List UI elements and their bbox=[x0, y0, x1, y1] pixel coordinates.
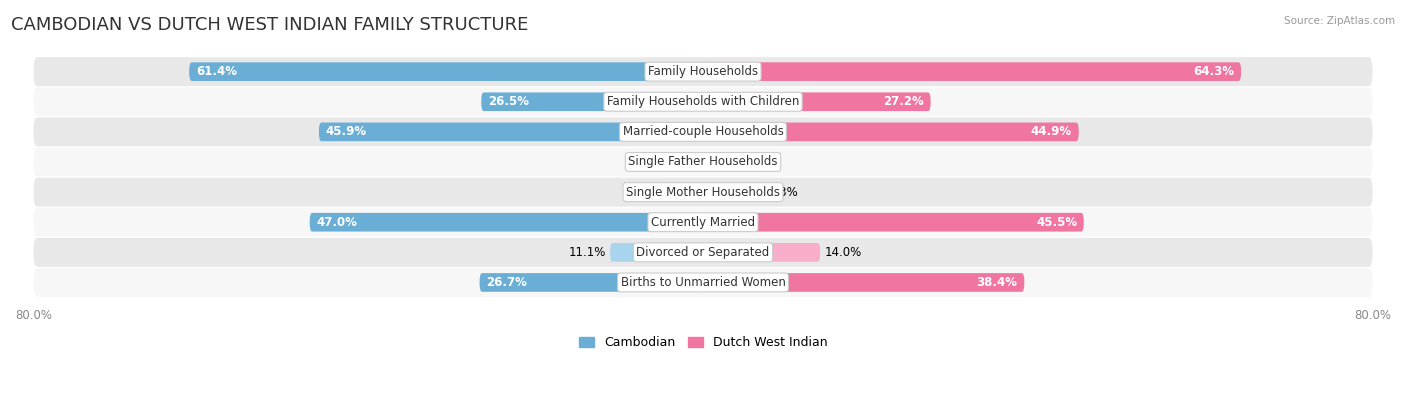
Text: CAMBODIAN VS DUTCH WEST INDIAN FAMILY STRUCTURE: CAMBODIAN VS DUTCH WEST INDIAN FAMILY ST… bbox=[11, 16, 529, 34]
FancyBboxPatch shape bbox=[703, 183, 763, 201]
Text: 47.0%: 47.0% bbox=[316, 216, 357, 229]
Text: Births to Unmarried Women: Births to Unmarried Women bbox=[620, 276, 786, 289]
Text: 14.0%: 14.0% bbox=[824, 246, 862, 259]
FancyBboxPatch shape bbox=[34, 87, 1372, 116]
Text: 27.2%: 27.2% bbox=[883, 95, 924, 108]
FancyBboxPatch shape bbox=[479, 273, 703, 292]
Text: 45.9%: 45.9% bbox=[326, 125, 367, 138]
FancyBboxPatch shape bbox=[319, 122, 703, 141]
FancyBboxPatch shape bbox=[686, 152, 703, 171]
FancyBboxPatch shape bbox=[34, 268, 1372, 297]
Text: 38.4%: 38.4% bbox=[977, 276, 1018, 289]
FancyBboxPatch shape bbox=[703, 92, 931, 111]
FancyBboxPatch shape bbox=[309, 213, 703, 231]
FancyBboxPatch shape bbox=[34, 178, 1372, 207]
Text: Divorced or Separated: Divorced or Separated bbox=[637, 246, 769, 259]
Text: 5.3%: 5.3% bbox=[624, 186, 654, 199]
Text: Family Households: Family Households bbox=[648, 65, 758, 78]
Text: 61.4%: 61.4% bbox=[195, 65, 236, 78]
Text: 11.1%: 11.1% bbox=[568, 246, 606, 259]
Text: 45.5%: 45.5% bbox=[1036, 216, 1077, 229]
Text: Source: ZipAtlas.com: Source: ZipAtlas.com bbox=[1284, 16, 1395, 26]
Text: 44.9%: 44.9% bbox=[1031, 125, 1071, 138]
Text: 2.0%: 2.0% bbox=[652, 156, 682, 169]
FancyBboxPatch shape bbox=[703, 243, 820, 261]
Text: 64.3%: 64.3% bbox=[1194, 65, 1234, 78]
FancyBboxPatch shape bbox=[703, 152, 724, 171]
FancyBboxPatch shape bbox=[34, 117, 1372, 146]
Text: 7.3%: 7.3% bbox=[768, 186, 799, 199]
Text: Single Mother Households: Single Mother Households bbox=[626, 186, 780, 199]
FancyBboxPatch shape bbox=[703, 62, 1241, 81]
Text: Married-couple Households: Married-couple Households bbox=[623, 125, 783, 138]
Text: Currently Married: Currently Married bbox=[651, 216, 755, 229]
FancyBboxPatch shape bbox=[703, 273, 1025, 292]
Text: 2.6%: 2.6% bbox=[728, 156, 759, 169]
Text: 26.5%: 26.5% bbox=[488, 95, 529, 108]
FancyBboxPatch shape bbox=[703, 122, 1078, 141]
Legend: Cambodian, Dutch West Indian: Cambodian, Dutch West Indian bbox=[575, 333, 831, 353]
FancyBboxPatch shape bbox=[481, 92, 703, 111]
FancyBboxPatch shape bbox=[34, 147, 1372, 177]
FancyBboxPatch shape bbox=[34, 238, 1372, 267]
Text: Single Father Households: Single Father Households bbox=[628, 156, 778, 169]
FancyBboxPatch shape bbox=[34, 57, 1372, 86]
Text: Family Households with Children: Family Households with Children bbox=[607, 95, 799, 108]
FancyBboxPatch shape bbox=[34, 208, 1372, 237]
FancyBboxPatch shape bbox=[703, 213, 1084, 231]
Text: 26.7%: 26.7% bbox=[486, 276, 527, 289]
FancyBboxPatch shape bbox=[190, 62, 703, 81]
FancyBboxPatch shape bbox=[610, 243, 703, 261]
FancyBboxPatch shape bbox=[658, 183, 703, 201]
